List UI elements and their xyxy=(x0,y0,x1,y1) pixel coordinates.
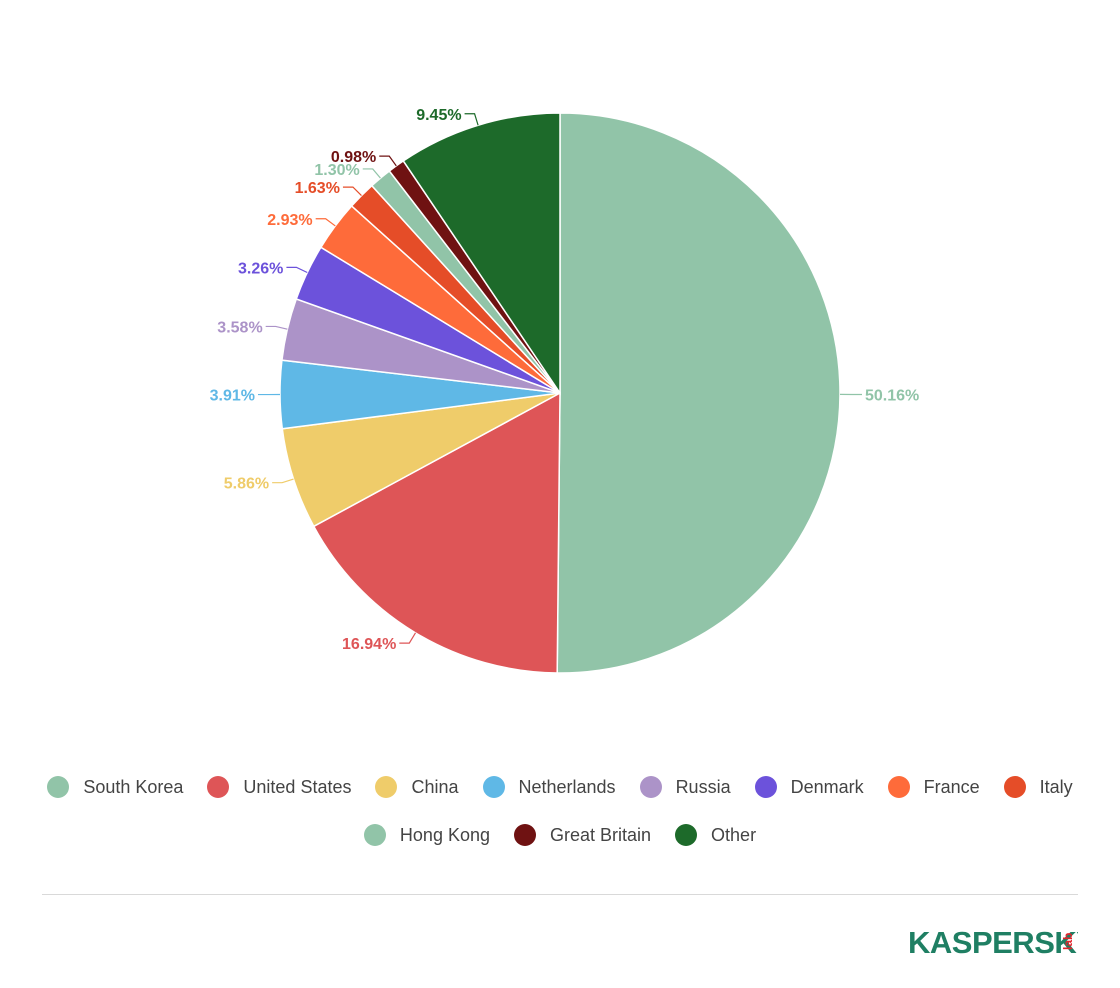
legend-label: United States xyxy=(243,776,352,797)
data-label-great-britain: 0.98% xyxy=(331,149,376,166)
legend-swatch xyxy=(207,776,230,798)
leader-line-russia xyxy=(265,325,288,330)
leader-line-united-states xyxy=(399,632,417,644)
svg-text:KASPERSKY: KASPERSKY xyxy=(908,925,1078,960)
svg-text:lab: lab xyxy=(1061,933,1075,950)
legend-swatch xyxy=(363,824,386,846)
legend-swatch xyxy=(1003,776,1026,798)
pie-slice-south-korea xyxy=(556,112,841,674)
leader-line-other xyxy=(464,113,479,126)
data-labels: 50.16% 16.94% 5.86% 3.91% 3.58% 3.26% 2.93% 1.6… xyxy=(210,107,920,653)
legend-swatch xyxy=(47,776,70,798)
legend-label: China xyxy=(411,776,459,797)
legend-item-italy: Italy xyxy=(1003,776,1073,798)
legend-item-denmark: Denmark xyxy=(754,776,864,798)
legend-label: Great Britain xyxy=(550,824,652,845)
legend-swatch xyxy=(482,776,505,798)
legend-swatch xyxy=(375,776,398,798)
leader-line-italy xyxy=(342,186,362,196)
legend-item-other: Other xyxy=(675,824,756,846)
legend-label: Italy xyxy=(1039,776,1073,797)
legend-swatch xyxy=(754,776,777,798)
legend-item-hong-kong: Hong Kong xyxy=(363,824,490,846)
data-label-south-korea: 50.16% xyxy=(865,387,919,404)
legend-item-south-korea: South Korea xyxy=(47,776,183,798)
leader-line-hong-kong xyxy=(362,168,381,179)
data-label-russia: 3.58% xyxy=(217,319,262,336)
legend-item-russia: Russia xyxy=(639,776,731,798)
label-leader-lines xyxy=(258,113,862,644)
legend-swatch xyxy=(639,776,662,798)
legend-item-netherlands: Netherlands xyxy=(482,776,616,798)
data-label-italy: 1.63% xyxy=(295,180,340,197)
leader-line-denmark xyxy=(286,266,308,274)
pie-chart: 50.16% 16.94% 5.86% 3.91% 3.58% 3.26% 2.93% 1.6… xyxy=(210,107,920,674)
leader-line-china xyxy=(272,478,294,484)
legend-item-united-states: United States xyxy=(207,776,351,798)
leader-line-france xyxy=(315,218,336,227)
data-label-china: 5.86% xyxy=(224,476,269,493)
legend-swatch xyxy=(675,824,698,846)
legend-label: Hong Kong xyxy=(399,824,490,845)
legend-label: Russia xyxy=(675,776,731,797)
data-label-netherlands: 3.91% xyxy=(210,388,255,405)
data-label-united-states: 16.94% xyxy=(342,636,396,653)
legend-swatch xyxy=(514,824,536,846)
kaspersky-lab-logo: KASPERSKY lab xyxy=(908,925,1078,960)
pie-slices xyxy=(279,112,841,674)
legend-label: Denmark xyxy=(790,776,864,797)
data-label-other: 9.45% xyxy=(416,107,461,124)
footer-divider xyxy=(42,894,1078,895)
legend-label: Other xyxy=(711,824,757,845)
legend-item-france: France xyxy=(887,776,980,798)
legend-row-2: Hong Kong Great Britain Other xyxy=(0,824,1120,846)
legend-label: Netherlands xyxy=(518,776,616,797)
data-label-hong-kong: 1.30% xyxy=(314,162,359,179)
legend-item-great-britain: Great Britain xyxy=(514,824,651,846)
data-label-denmark: 3.26% xyxy=(238,260,283,277)
legend-swatch xyxy=(887,776,910,798)
leader-line-great-britain xyxy=(379,155,397,167)
legend-label: France xyxy=(923,776,980,797)
legend-label: South Korea xyxy=(83,776,184,797)
legend-row-1: South Korea United States China Netherlands… xyxy=(0,776,1120,798)
data-label-france: 2.93% xyxy=(267,212,312,229)
legend-item-china: China xyxy=(375,776,459,798)
